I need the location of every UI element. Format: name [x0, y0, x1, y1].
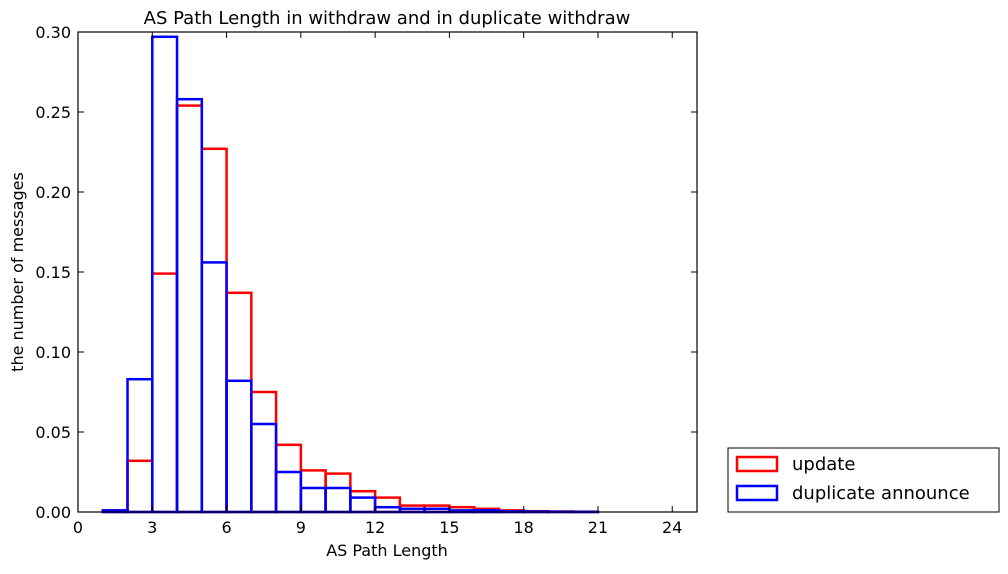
x-tick-label: 3 [147, 518, 157, 537]
y-tick-label: 0.30 [35, 23, 71, 42]
axes-frame [78, 32, 697, 512]
histogram-bar [350, 491, 375, 512]
x-tick-label: 18 [514, 518, 534, 537]
x-tick-label: 15 [439, 518, 459, 537]
chart-title: AS Path Length in withdraw and in duplic… [144, 8, 631, 29]
histogram-bar [128, 379, 153, 512]
histogram-bar [301, 488, 326, 512]
histogram-bar [177, 106, 202, 512]
histogram-bar [227, 381, 252, 512]
x-axis-label: AS Path Length [326, 541, 448, 560]
legend-label: update [792, 454, 855, 475]
legend-label: duplicate announce [792, 483, 970, 504]
plot-area: 0 3 6 9 12 15 18 21 24 0.00 0.05 0.10 0.15 0.20 0.25 0.… [35, 23, 697, 537]
histogram-bar [152, 274, 177, 512]
histogram-bar [227, 293, 252, 512]
x-tick-label: 9 [296, 518, 306, 537]
histogram-bar [202, 262, 227, 512]
histogram-bar [251, 392, 276, 512]
legend: update duplicate announce [728, 448, 999, 512]
x-tick-label: 12 [365, 518, 385, 537]
x-tick-label: 0 [73, 518, 83, 537]
histogram-bar [326, 488, 351, 512]
histogram-bar [276, 472, 301, 512]
y-tick-label: 0.25 [35, 103, 71, 122]
histogram-bar [350, 498, 375, 512]
histogram-bar [326, 474, 351, 512]
x-tick-label: 6 [221, 518, 231, 537]
histogram-bar [301, 470, 326, 512]
series-duplicate-announce [103, 37, 598, 512]
y-tick-label: 0.20 [35, 183, 71, 202]
histogram-bar [375, 507, 400, 512]
histogram-bar [177, 99, 202, 512]
y-tick-label: 0.00 [35, 503, 71, 522]
histogram-bar [128, 461, 153, 512]
y-tick-label: 0.10 [35, 343, 71, 362]
x-tick-label: 24 [662, 518, 682, 537]
x-tick-label: 21 [588, 518, 608, 537]
y-tick-label: 0.15 [35, 263, 71, 282]
histogram-bar [251, 424, 276, 512]
y-tick-label: 0.05 [35, 423, 71, 442]
histogram-bar [202, 149, 227, 512]
histogram-bar [276, 445, 301, 512]
y-axis-label: the number of messages [8, 172, 27, 372]
histogram-bar [375, 498, 400, 512]
